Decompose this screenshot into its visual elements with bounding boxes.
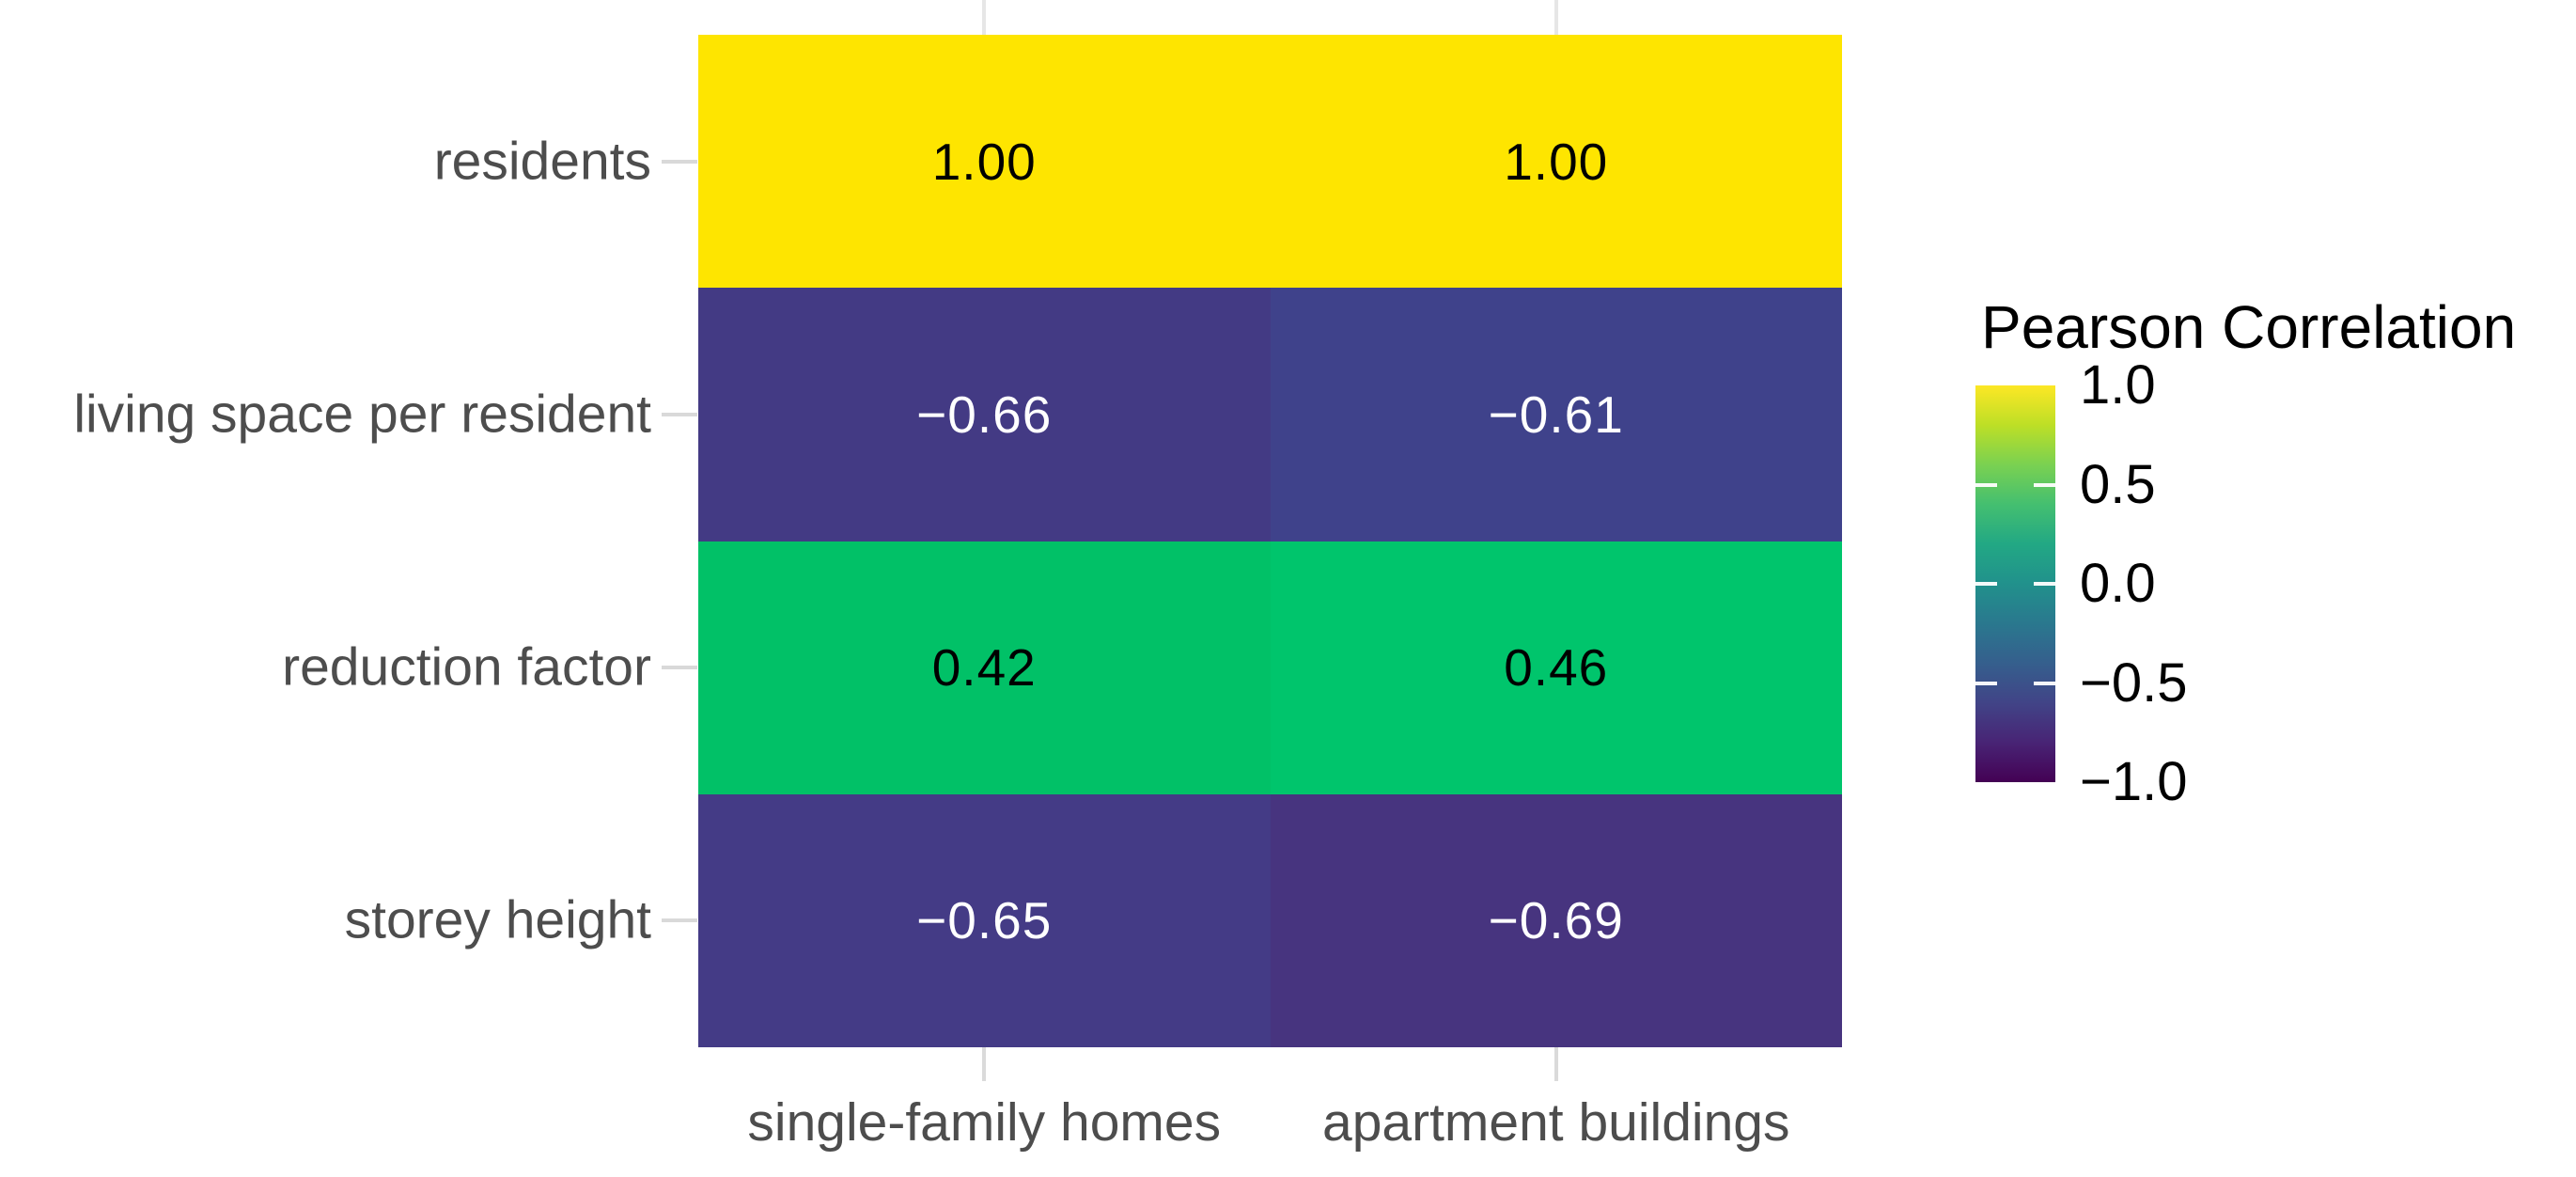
legend-colorbar-tick bbox=[2034, 482, 2055, 487]
y-axis-tick bbox=[662, 918, 697, 923]
y-axis-label: living space per resident bbox=[73, 384, 651, 445]
x-axis-tick-bottom bbox=[1553, 1047, 1558, 1081]
y-axis-tick bbox=[662, 159, 697, 164]
legend-tick-label: −1.0 bbox=[2080, 751, 2188, 812]
legend-tick-label: 1.0 bbox=[2080, 354, 2156, 416]
heatmap-cell: −0.61 bbox=[1270, 288, 1842, 541]
x-axis-tick-bottom bbox=[982, 1047, 987, 1081]
y-axis-tick bbox=[662, 666, 697, 670]
heatmap-cell: −0.65 bbox=[698, 793, 1271, 1047]
x-axis-label: apartment buildings bbox=[1322, 1092, 1790, 1153]
y-axis-label: reduction factor bbox=[282, 636, 651, 698]
heatmap-cell: 0.46 bbox=[1270, 541, 1842, 794]
y-axis-label: storey height bbox=[344, 889, 651, 950]
legend-tick-label: 0.5 bbox=[2080, 453, 2156, 515]
legend-tick-label: 0.0 bbox=[2080, 553, 2156, 614]
heatmap-cell: −0.69 bbox=[1270, 793, 1842, 1047]
legend-tick-label: −0.5 bbox=[2080, 651, 2188, 714]
legend-colorbar-tick bbox=[1975, 582, 1997, 586]
heatmap-cell: 0.42 bbox=[698, 541, 1271, 794]
x-axis-label: single-family homes bbox=[747, 1092, 1222, 1153]
heatmap-cell: −0.66 bbox=[698, 288, 1271, 541]
x-axis-tick-top bbox=[1553, 0, 1558, 35]
legend-title: Pearson Correlation bbox=[1981, 293, 2517, 361]
legend-colorbar-tick bbox=[2034, 681, 2055, 685]
legend-colorbar-tick bbox=[1975, 681, 1997, 685]
heatmap-cell: 1.00 bbox=[1270, 35, 1842, 289]
heatmap-grid: 1.00 1.00 −0.66 −0.61 0.42 0.46 −0.65 −0.69 bbox=[698, 35, 1842, 1047]
y-axis-tick bbox=[662, 412, 697, 416]
heatmap-cell: 1.00 bbox=[698, 35, 1271, 289]
legend-colorbar-tick bbox=[1975, 482, 1997, 487]
x-axis-tick-top bbox=[982, 0, 987, 35]
legend-colorbar-tick bbox=[2034, 582, 2055, 586]
y-axis-label: residents bbox=[433, 131, 651, 192]
